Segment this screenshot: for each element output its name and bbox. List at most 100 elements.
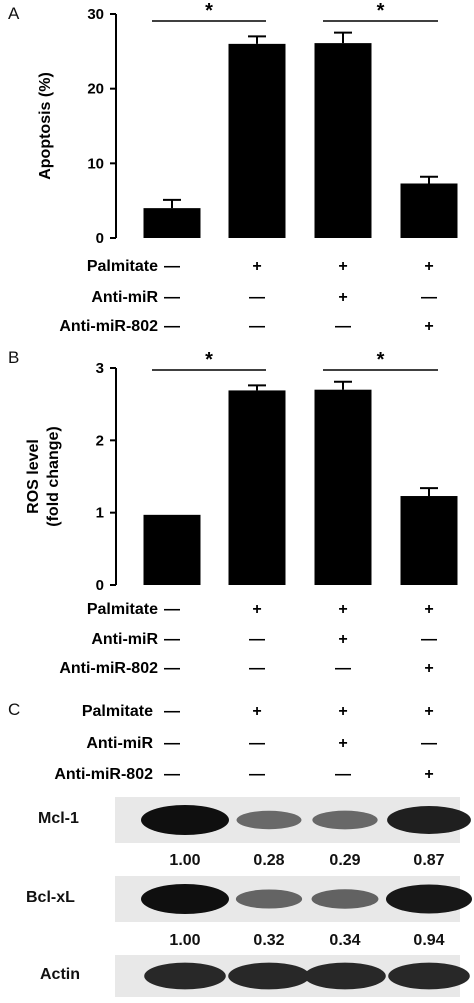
blot-actin <box>115 955 470 997</box>
blot-label-actin: Actin <box>40 966 80 983</box>
b-ylabel-1: (fold change) <box>45 426 62 526</box>
quant-bclxl-1: 1.00 <box>169 932 201 949</box>
apoptosis-chart: 0 10 20 30 Apoptosis (%) * * Palmitate — + + + Anti-… <box>37 0 458 335</box>
panel-c-letter: C <box>8 700 21 719</box>
blot-bclxl <box>115 876 473 922</box>
a-cond-1-lane-1: — <box>164 289 180 306</box>
quant-mcl1-4: 0.87 <box>413 852 445 869</box>
b-ytick-label-2: 2 <box>96 432 104 449</box>
a-cond-label-0: Palmitate <box>87 258 158 275</box>
b-cond-label-1: Anti-miR <box>91 631 158 648</box>
c-cond-2-lane-4: + <box>424 766 433 783</box>
quant-bclxl-3: 0.34 <box>329 932 361 949</box>
a-ytick-label-10: 10 <box>87 155 104 172</box>
b-ytick-label-3: 3 <box>96 360 104 377</box>
quant-mcl1-3: 0.29 <box>329 852 361 869</box>
b-sig-star-1: * <box>205 349 213 371</box>
band-mcl1-lane-1 <box>141 805 229 835</box>
a-cond-1-lane-2: — <box>249 289 265 306</box>
c-cond-label-0: Palmitate <box>82 703 153 720</box>
a-cond-label-2: Anti-miR-802 <box>59 318 158 335</box>
b-cond-1-lane-1: — <box>164 631 180 648</box>
a-cond-2-lane-2: — <box>249 318 265 335</box>
a-sig-star-2: * <box>377 0 385 22</box>
a-bar-4 <box>400 183 458 238</box>
band-actin-lane-3 <box>304 962 386 990</box>
c-cond-label-2: Anti-miR-802 <box>54 766 153 783</box>
b-bar-1 <box>143 514 201 585</box>
a-cond-0-lane-3: + <box>338 258 347 275</box>
a-ytick-label-0: 0 <box>96 230 104 247</box>
b-cond-0-lane-3: + <box>338 601 347 618</box>
a-cond-0-lane-1: — <box>164 258 180 275</box>
band-bclxl-lane-1 <box>141 884 229 914</box>
c-cond-0-lane-1: — <box>164 703 180 720</box>
b-cond-0-lane-2: + <box>252 601 261 618</box>
a-bar-2 <box>228 43 286 238</box>
band-bclxl-lane-2 <box>235 889 303 909</box>
western-conditions: Palmitate — + + + Anti-miR — — + — Anti-miR-802 — — —… <box>54 703 437 783</box>
blot-mcl1 <box>115 797 471 843</box>
blot-label-bclxl: Bcl-xL <box>26 889 75 906</box>
c-cond-1-lane-2: — <box>249 735 265 752</box>
band-bclxl-lane-3 <box>311 889 379 909</box>
ros-chart: 0 1 2 3 ROS level (fold change) * * Palmitate — + +… <box>25 349 458 677</box>
c-cond-0-lane-3: + <box>338 703 347 720</box>
b-cond-label-2: Anti-miR-802 <box>59 660 158 677</box>
b-cond-2-lane-4: + <box>424 660 433 677</box>
b-cond-0-lane-4: + <box>424 601 433 618</box>
b-cond-2-lane-3: — <box>335 660 351 677</box>
b-bar-4 <box>400 496 458 585</box>
b-ytick-label-1: 1 <box>96 505 104 522</box>
a-cond-2-lane-1: — <box>164 318 180 335</box>
a-cond-0-lane-2: + <box>252 258 261 275</box>
quant-bclxl-2: 0.32 <box>253 932 285 949</box>
b-sig-star-2: * <box>377 349 385 371</box>
blot-bclxl-bands <box>141 884 473 914</box>
a-cond-1-lane-4: — <box>421 289 437 306</box>
band-actin-lane-1 <box>144 962 226 990</box>
panel-a-letter: A <box>8 4 20 23</box>
a-ylabel-0: Apoptosis (%) <box>37 72 54 180</box>
b-cond-2-lane-2: — <box>249 660 265 677</box>
b-ylabel-0: ROS level <box>25 439 42 514</box>
a-cond-1-lane-3: + <box>338 289 347 306</box>
c-cond-0-lane-2: + <box>252 703 261 720</box>
a-cond-0-lane-4: + <box>424 258 433 275</box>
quant-bclxl-4: 0.94 <box>413 932 445 949</box>
band-mcl1-lane-3 <box>312 810 378 830</box>
b-cond-1-lane-3: + <box>338 631 347 648</box>
b-bar-3 <box>314 389 372 585</box>
b-cond-0-lane-1: — <box>164 601 180 618</box>
c-cond-1-lane-1: — <box>164 735 180 752</box>
band-bclxl-lane-4 <box>385 884 473 914</box>
a-bar-1 <box>143 208 201 238</box>
blot-mcl1-bands <box>141 805 471 835</box>
a-ytick-label-30: 30 <box>87 6 104 23</box>
b-ytick-label-0: 0 <box>96 577 104 594</box>
a-cond-2-lane-3: — <box>335 318 351 335</box>
a-ytick-label-20: 20 <box>87 81 104 98</box>
band-actin-lane-2 <box>228 962 310 990</box>
c-cond-2-lane-1: — <box>164 766 180 783</box>
panel-b-letter: B <box>8 348 20 367</box>
a-sig-star-1: * <box>205 0 213 22</box>
quant-mcl1-2: 0.28 <box>253 852 285 869</box>
c-cond-0-lane-4: + <box>424 703 433 720</box>
a-cond-label-1: Anti-miR <box>91 289 158 306</box>
c-cond-label-1: Anti-miR <box>86 735 153 752</box>
b-bar-2 <box>228 390 286 585</box>
band-actin-lane-4 <box>388 962 470 990</box>
band-mcl1-lane-4 <box>387 806 471 834</box>
c-cond-1-lane-4: — <box>421 735 437 752</box>
quant-mcl1-1: 1.00 <box>169 852 201 869</box>
blot-label-mcl1: Mcl-1 <box>38 810 79 827</box>
c-cond-2-lane-2: — <box>249 766 265 783</box>
c-cond-1-lane-3: + <box>338 735 347 752</box>
a-cond-2-lane-4: + <box>424 318 433 335</box>
c-cond-2-lane-3: — <box>335 766 351 783</box>
blot-actin-bands <box>144 962 470 990</box>
a-bar-3 <box>314 43 372 239</box>
b-cond-1-lane-4: — <box>421 631 437 648</box>
b-cond-2-lane-1: — <box>164 660 180 677</box>
